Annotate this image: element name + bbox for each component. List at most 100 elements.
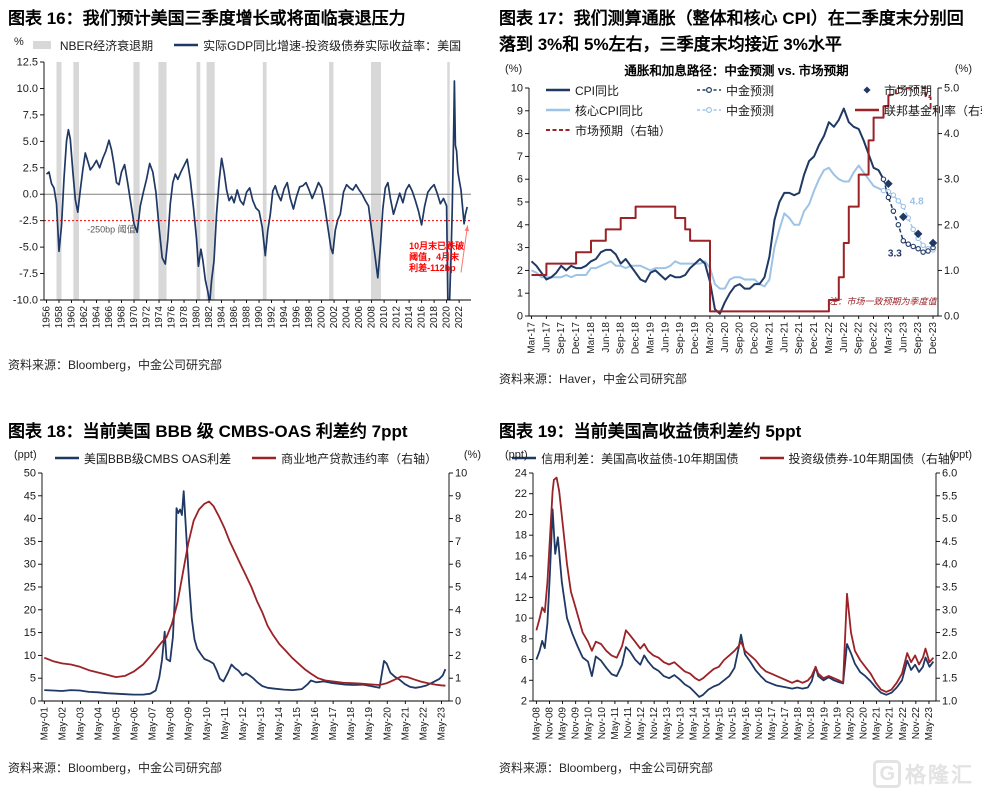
svg-text:Mar-19: Mar-19 bbox=[645, 321, 656, 353]
svg-text:May-21: May-21 bbox=[400, 707, 411, 741]
svg-text:1972: 1972 bbox=[142, 306, 153, 329]
chart-legend: NBER经济衰退期 实际GDP同比增速-投资级债券实际收益率：美国 bbox=[8, 36, 483, 54]
svg-text:-10.0: -10.0 bbox=[13, 295, 38, 307]
svg-text:0.0: 0.0 bbox=[23, 189, 38, 201]
svg-text:8: 8 bbox=[455, 513, 461, 525]
svg-text:5.0: 5.0 bbox=[942, 513, 957, 525]
svg-text:4.0: 4.0 bbox=[942, 559, 957, 571]
svg-text:35: 35 bbox=[24, 536, 36, 548]
svg-text:May-16: May-16 bbox=[310, 707, 321, 741]
svg-text:25: 25 bbox=[24, 582, 36, 594]
svg-text:2.5: 2.5 bbox=[942, 627, 957, 639]
svg-text:May-01: May-01 bbox=[39, 707, 50, 741]
svg-text:1992: 1992 bbox=[267, 306, 278, 329]
svg-text:Nov-16: Nov-16 bbox=[754, 707, 765, 740]
svg-text:Sep-20: Sep-20 bbox=[735, 321, 746, 354]
svg-text:20: 20 bbox=[515, 509, 527, 521]
svg-text:2: 2 bbox=[455, 650, 461, 662]
band-swatch bbox=[32, 41, 51, 50]
svg-text:Nov-14: Nov-14 bbox=[701, 707, 712, 740]
line-swatch bbox=[546, 108, 570, 112]
left-axis-unit: (%) bbox=[505, 62, 523, 75]
legend-item: 商业地产贷款违约率（右轴） bbox=[251, 450, 437, 467]
chart-legend: CPI同比中金预测市场预期核心CPI同比中金预测联邦基金利率（右轴）市场预期（右… bbox=[545, 82, 982, 139]
svg-text:1956: 1956 bbox=[42, 306, 53, 329]
svg-text:2008: 2008 bbox=[367, 306, 378, 329]
svg-text:May-08: May-08 bbox=[166, 707, 177, 741]
legend-label: 投资级债券-10年期国债（右轴） bbox=[788, 451, 962, 466]
chart-subtitle: 通胀和加息路径：中金预测 vs. 市场预期 bbox=[624, 63, 849, 78]
fed-funds-market-expectation-line bbox=[888, 86, 937, 113]
svg-text:7.5: 7.5 bbox=[23, 110, 38, 122]
svg-text:Sep-18: Sep-18 bbox=[616, 321, 627, 354]
legend-label: 市场预期 bbox=[884, 83, 933, 98]
dash-swatch bbox=[546, 129, 570, 132]
svg-text:Dec-19: Dec-19 bbox=[690, 321, 701, 354]
svg-text:1986: 1986 bbox=[229, 306, 240, 329]
svg-text:1978: 1978 bbox=[179, 306, 190, 329]
chart-annotation: 4.8 bbox=[910, 196, 924, 207]
svg-text:Mar-22: Mar-22 bbox=[824, 321, 835, 353]
svg-text:Mar-20: Mar-20 bbox=[705, 321, 716, 353]
line-swatch bbox=[512, 457, 537, 460]
svg-text:May-11: May-11 bbox=[610, 707, 621, 740]
cpi-yoy-line bbox=[530, 107, 885, 315]
svg-text:4.0: 4.0 bbox=[944, 128, 959, 140]
svg-text:Sep-23: Sep-23 bbox=[913, 321, 924, 354]
recession-band bbox=[56, 62, 62, 301]
svg-text:Nov-09: Nov-09 bbox=[571, 707, 582, 740]
svg-text:1996: 1996 bbox=[292, 306, 303, 329]
svg-text:10: 10 bbox=[515, 613, 527, 625]
svg-text:9: 9 bbox=[517, 105, 523, 117]
svg-text:Nov-18: Nov-18 bbox=[806, 707, 817, 740]
chart-canvas: 0 1 2 3 4 5 6 7 8 9 10 0.0 1.0 2.0 3.0 4.0 5.0 Mar-17 Jun-… bbox=[511, 82, 960, 354]
svg-text:24: 24 bbox=[515, 468, 527, 480]
core-cpi-yoy-line bbox=[531, 164, 884, 290]
figure-19: 图表 19：当前美国高收益债利差约 5ppt (ppt) (ppt) 信用利差：… bbox=[491, 397, 982, 795]
svg-text:1982: 1982 bbox=[204, 306, 215, 329]
legend-item: 市场预期（右轴） bbox=[545, 122, 690, 139]
svg-text:May-13: May-13 bbox=[662, 707, 673, 741]
svg-text:6: 6 bbox=[521, 654, 527, 666]
legend-item: 实际GDP同比增速-投资级债券实际收益率：美国 bbox=[173, 37, 461, 54]
svg-text:Nov-11: Nov-11 bbox=[623, 707, 634, 739]
svg-text:2002: 2002 bbox=[329, 306, 340, 329]
svg-text:2020: 2020 bbox=[442, 306, 453, 329]
svg-text:May-08: May-08 bbox=[531, 707, 542, 741]
svg-text:Jun-18: Jun-18 bbox=[601, 321, 612, 352]
svg-text:2.0: 2.0 bbox=[942, 650, 957, 662]
svg-text:May-18: May-18 bbox=[793, 707, 804, 741]
svg-text:3.0: 3.0 bbox=[944, 173, 959, 185]
svg-text:1: 1 bbox=[455, 673, 461, 685]
svg-text:10: 10 bbox=[455, 468, 467, 480]
recession-band bbox=[73, 62, 80, 301]
svg-text:May-10: May-10 bbox=[202, 707, 213, 741]
svg-text:Jun-17: Jun-17 bbox=[541, 321, 552, 352]
svg-text:Nov-08: Nov-08 bbox=[544, 707, 555, 740]
svg-text:1974: 1974 bbox=[154, 306, 165, 329]
gelonghui-watermark: G 格隆汇 bbox=[873, 759, 974, 789]
source-note: 资料来源：Bloomberg，中金公司研究部 bbox=[8, 761, 223, 776]
figure-18-title: 图表 18：当前美国 BBB 级 CMBS-OAS 利差约 7ppt bbox=[8, 422, 408, 441]
svg-text:0.0: 0.0 bbox=[944, 310, 959, 322]
svg-text:-7.5: -7.5 bbox=[19, 268, 38, 280]
legend-label: 美国BBB级CMBS OAS利差 bbox=[83, 451, 232, 466]
chart-annotation: 注：市场一致预期为季度值 bbox=[828, 296, 938, 306]
svg-text:14: 14 bbox=[515, 571, 527, 583]
svg-text:3: 3 bbox=[455, 627, 461, 639]
legend-item: 核心CPI同比 bbox=[545, 102, 690, 119]
svg-text:Nov-22: Nov-22 bbox=[911, 707, 922, 740]
cpi-market-expectation-marker bbox=[913, 229, 923, 238]
svg-text:Nov-21: Nov-21 bbox=[885, 707, 896, 740]
svg-text:10: 10 bbox=[511, 82, 523, 94]
svg-text:May-15: May-15 bbox=[715, 707, 726, 741]
svg-text:1968: 1968 bbox=[117, 306, 128, 329]
svg-text:May-17: May-17 bbox=[328, 707, 339, 741]
svg-text:1990: 1990 bbox=[254, 306, 265, 329]
cmbs-bbb-oas-spread-line bbox=[44, 490, 447, 696]
legend-label: 中金预测 bbox=[726, 83, 775, 98]
legend-label: 信用利差：美国高收益债-10年期国债 bbox=[541, 451, 739, 466]
figure-16: 图表 16：我们预计美国三季度增长或将面临衰退压力 % NBER经济衰退期 实际G… bbox=[0, 0, 491, 397]
chart-legend: 信用利差：美国高收益债-10年期国债 投资级债券-10年期国债（右轴） bbox=[499, 449, 974, 467]
svg-text:Mar-21: Mar-21 bbox=[764, 321, 775, 353]
